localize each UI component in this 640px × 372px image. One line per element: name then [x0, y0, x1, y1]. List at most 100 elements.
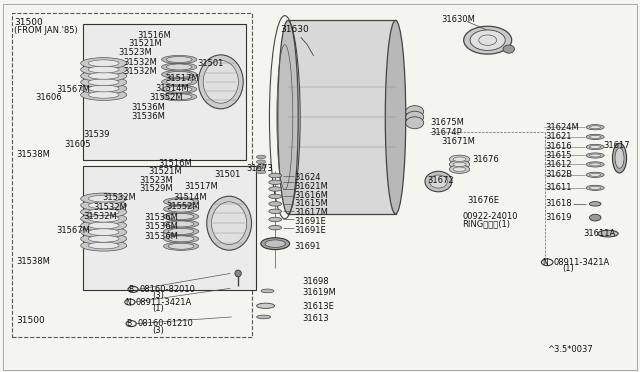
Ellipse shape [166, 71, 192, 77]
Ellipse shape [586, 144, 604, 150]
Ellipse shape [586, 153, 604, 158]
Text: 31611A: 31611A [584, 229, 616, 238]
Text: 31514M: 31514M [155, 84, 189, 93]
Text: 31517M: 31517M [165, 74, 199, 83]
Ellipse shape [81, 64, 127, 75]
Ellipse shape [256, 160, 266, 164]
Text: 31516M: 31516M [159, 159, 193, 168]
Text: 31552M: 31552M [150, 93, 184, 102]
Text: 31514M: 31514M [173, 193, 207, 202]
Ellipse shape [269, 202, 282, 206]
Text: 31521M: 31521M [148, 167, 182, 176]
Text: 31671M: 31671M [442, 137, 476, 146]
Ellipse shape [88, 215, 119, 222]
Text: 31617: 31617 [603, 141, 630, 150]
Ellipse shape [463, 26, 512, 54]
Ellipse shape [586, 125, 604, 130]
Text: 31616: 31616 [545, 142, 572, 151]
Ellipse shape [168, 214, 194, 219]
Ellipse shape [88, 229, 119, 235]
Text: 31615M: 31615M [294, 199, 328, 208]
Ellipse shape [81, 227, 127, 238]
Ellipse shape [453, 157, 466, 161]
Text: 31536M: 31536M [144, 232, 178, 241]
Ellipse shape [88, 195, 119, 202]
Ellipse shape [589, 145, 601, 148]
Text: 31605: 31605 [64, 140, 90, 149]
Ellipse shape [257, 303, 275, 308]
Text: 31616M: 31616M [294, 191, 328, 200]
Text: 31516M: 31516M [138, 31, 172, 40]
Ellipse shape [164, 220, 198, 228]
Ellipse shape [406, 106, 424, 118]
Text: 08160-82010: 08160-82010 [140, 285, 195, 294]
Text: 31500: 31500 [14, 18, 43, 27]
Text: RINGリング(1): RINGリング(1) [462, 219, 510, 228]
Ellipse shape [586, 185, 604, 190]
Ellipse shape [269, 217, 282, 222]
Text: B: B [129, 285, 134, 294]
Ellipse shape [162, 63, 197, 71]
Ellipse shape [81, 220, 127, 231]
Text: 31619: 31619 [545, 213, 572, 222]
Ellipse shape [81, 200, 127, 211]
Ellipse shape [589, 163, 601, 166]
Ellipse shape [198, 55, 243, 109]
Ellipse shape [81, 77, 127, 88]
Ellipse shape [162, 70, 197, 78]
Ellipse shape [453, 162, 466, 167]
Ellipse shape [88, 79, 119, 86]
Ellipse shape [166, 64, 192, 70]
Text: 31624: 31624 [294, 173, 321, 182]
Ellipse shape [204, 60, 238, 103]
Text: 31617M: 31617M [294, 208, 328, 217]
Text: 31621M: 31621M [294, 182, 328, 191]
Text: 08160-61210: 08160-61210 [138, 319, 193, 328]
Bar [12, 13, 252, 337]
Text: 31613: 31613 [302, 314, 329, 323]
Text: 31618: 31618 [545, 199, 572, 208]
Text: 31615: 31615 [545, 151, 572, 160]
Text: 08911-3421A: 08911-3421A [554, 258, 610, 267]
Ellipse shape [168, 243, 194, 249]
Text: (FROM JAN.'85): (FROM JAN.'85) [14, 26, 78, 35]
Ellipse shape [88, 222, 119, 229]
Ellipse shape [589, 135, 601, 138]
Ellipse shape [164, 205, 198, 213]
Text: 31691E: 31691E [294, 226, 326, 235]
Ellipse shape [88, 92, 119, 98]
Ellipse shape [256, 155, 266, 159]
Bar [83, 24, 246, 160]
Text: 08911-3421A: 08911-3421A [136, 298, 192, 307]
Text: 31536M: 31536M [131, 103, 165, 112]
Text: 31500: 31500 [16, 316, 45, 325]
Ellipse shape [385, 20, 406, 214]
Ellipse shape [164, 227, 198, 235]
Text: 31673: 31673 [246, 164, 273, 173]
Ellipse shape [257, 315, 271, 319]
Ellipse shape [164, 235, 198, 243]
Text: (3): (3) [152, 326, 164, 335]
Ellipse shape [589, 173, 601, 176]
Text: 31532M: 31532M [102, 193, 136, 202]
Text: 31538M: 31538M [16, 150, 50, 159]
Ellipse shape [449, 155, 470, 163]
Ellipse shape [589, 186, 601, 189]
Bar [83, 166, 256, 290]
Ellipse shape [586, 162, 604, 167]
Text: 31676E: 31676E [467, 196, 499, 205]
Ellipse shape [429, 175, 447, 188]
Ellipse shape [598, 230, 618, 237]
Ellipse shape [589, 126, 601, 129]
Text: 00922-24010: 00922-24010 [462, 212, 518, 221]
Ellipse shape [88, 209, 119, 215]
Ellipse shape [470, 30, 506, 50]
Text: 31630M: 31630M [442, 15, 476, 24]
Text: 31523M: 31523M [118, 48, 152, 57]
Text: 31529M: 31529M [140, 185, 173, 193]
Ellipse shape [265, 240, 285, 247]
Circle shape [589, 214, 601, 221]
Text: 31676: 31676 [472, 155, 499, 164]
Text: 31521M: 31521M [128, 39, 162, 48]
Ellipse shape [88, 242, 119, 249]
